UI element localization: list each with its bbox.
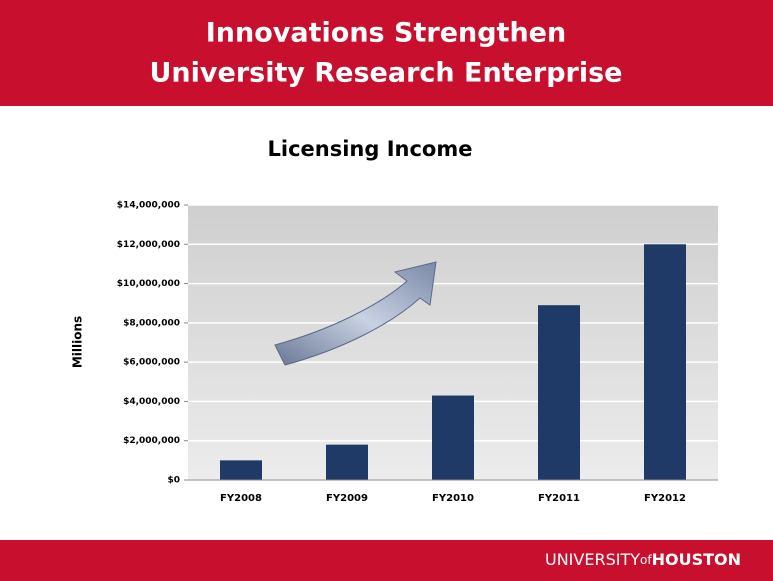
y-tick-label: $12,000,000 [117, 240, 180, 250]
bar [326, 445, 368, 480]
y-tick-label: $2,000,000 [123, 436, 180, 446]
y-tick-label: $8,000,000 [123, 318, 180, 328]
bar [432, 396, 474, 480]
chart-title: Licensing Income [268, 137, 473, 161]
brand-houston: HOUSTON [652, 550, 741, 569]
y-axis-label: Millions [71, 316, 85, 368]
brand-university: UNIVERSITY [545, 550, 640, 569]
bar [220, 460, 262, 480]
x-tick-label: FY2012 [644, 493, 686, 504]
bar [644, 244, 686, 480]
bar [538, 305, 580, 480]
x-tick-label: FY2010 [432, 493, 474, 504]
x-tick-label: FY2011 [538, 493, 580, 504]
y-tick-label: $10,000,000 [117, 279, 180, 289]
y-tick-label: $14,000,000 [117, 201, 180, 211]
y-tick-label: $4,000,000 [123, 397, 180, 407]
brand-of: of [640, 553, 652, 567]
y-tick-label: $0 [167, 476, 180, 486]
x-tick-label: FY2009 [326, 493, 368, 504]
x-tick-label: FY2008 [220, 493, 262, 504]
slide-title: Innovations Strengthen [206, 18, 566, 49]
page: Innovations Strengthen University Resear… [0, 0, 773, 581]
footer-brand: UNIVERSITYofHOUSTON [545, 550, 741, 569]
y-tick-label: $6,000,000 [123, 358, 180, 368]
slide: Innovations Strengthen University Resear… [0, 0, 773, 581]
header-band [0, 0, 773, 106]
slide-title: University Research Enterprise [150, 58, 623, 89]
